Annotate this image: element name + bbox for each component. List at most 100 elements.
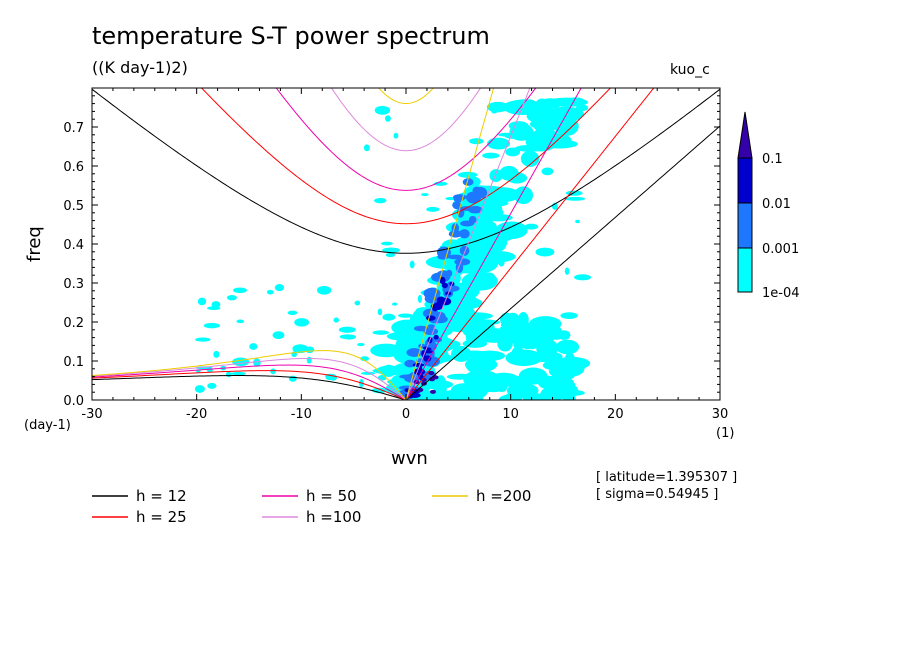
contour-blob — [505, 328, 529, 341]
contour-blob — [384, 115, 391, 122]
contour-blob — [505, 349, 543, 367]
colorbar-band — [737, 157, 753, 204]
contour-blob — [233, 287, 247, 294]
y-axis-unit: (day-1) — [24, 418, 71, 433]
contour-blob — [225, 371, 232, 378]
contour-blob — [426, 206, 440, 212]
contour-blob — [452, 201, 462, 210]
contour-blob — [460, 220, 475, 227]
contour-blob — [465, 356, 489, 374]
contour-blob — [409, 260, 415, 269]
contour-blob — [370, 343, 402, 358]
contour-blob — [423, 355, 432, 362]
y-tick-label: 0.3 — [63, 277, 84, 292]
contour-blob — [287, 310, 298, 315]
contour-blob — [502, 99, 544, 115]
x-tick-label: -10 — [291, 407, 312, 422]
contour-blob — [575, 219, 580, 224]
y-tick-label: 0.0 — [63, 394, 84, 409]
contour-blob — [549, 330, 564, 340]
contour-blob — [454, 258, 471, 266]
contour-blob — [385, 252, 396, 258]
x-axis-label: wvn — [391, 448, 428, 469]
kelvin-curve-4 — [405, 88, 495, 400]
contour-blob — [424, 293, 441, 304]
contour-blob — [439, 276, 446, 285]
contour-blob — [392, 302, 398, 306]
contour-blob — [535, 247, 555, 257]
contour-blob — [211, 301, 221, 308]
y-tick-label: 0.2 — [63, 316, 84, 331]
contour-blob — [207, 306, 221, 311]
dispersion-curves — [92, 88, 720, 400]
contour-blob — [452, 194, 467, 201]
contour-blob — [253, 358, 261, 367]
contour-blob — [564, 267, 570, 275]
contour-blob — [292, 344, 308, 354]
contour-blob — [421, 193, 429, 197]
colorbar: 1e-04 0.001 0.01 0.1 — [737, 111, 800, 301]
x-axis-unit: (1) — [716, 426, 735, 441]
contour-blob — [398, 313, 413, 318]
x-tick-label: 0 — [402, 407, 410, 422]
rossby-curve-4 — [92, 350, 407, 400]
contour-blob — [477, 321, 495, 335]
contour-blob — [436, 246, 451, 259]
y-tick-label: 0.6 — [63, 160, 84, 175]
contour-blob — [533, 116, 557, 134]
x-tick-label: -20 — [186, 407, 207, 422]
contour-blob — [472, 186, 481, 195]
y-tick-label: 0.5 — [63, 199, 84, 214]
rossby-curve-3 — [92, 357, 407, 400]
contour-blob — [574, 274, 592, 281]
x-tick-label: 20 — [607, 407, 624, 422]
contour-blob — [546, 133, 572, 147]
contour-blob — [445, 196, 456, 201]
contour-blob — [459, 245, 470, 256]
contour-blob — [213, 350, 220, 358]
contour-blob — [416, 319, 428, 325]
contour-blob — [226, 295, 237, 301]
x-tick-label: -30 — [81, 407, 102, 422]
contour-blob — [316, 285, 332, 295]
contour-blob — [306, 356, 312, 364]
contour-blob — [506, 383, 539, 399]
contour-blob — [203, 322, 221, 329]
contour-blob — [382, 313, 396, 321]
legend-label: h =100 — [306, 508, 361, 526]
contour-blob — [266, 289, 274, 295]
latitude-info: [ latitude=1.395307 ] — [596, 470, 738, 485]
contour-blob — [354, 300, 361, 306]
contour-blob — [419, 379, 454, 390]
gravity-curve-3 — [330, 88, 482, 152]
contour-blob — [435, 304, 440, 310]
contour-blob — [487, 137, 511, 150]
gravity-curve-1 — [200, 88, 612, 225]
colorbar-band — [737, 247, 753, 293]
x-tick-label: 30 — [712, 407, 729, 422]
colorbar-label: 1e-04 — [762, 286, 800, 301]
colorbar-label: 0.1 — [762, 152, 783, 167]
colorbar-label: 0.001 — [762, 242, 799, 257]
contour-blob — [458, 171, 478, 178]
kelvin-curve-2 — [405, 88, 582, 400]
contour-blob — [417, 333, 428, 338]
x-tick-label: 10 — [502, 407, 519, 422]
contour-blob — [381, 364, 396, 377]
contour-blob — [230, 371, 246, 376]
contour-blob — [425, 315, 436, 321]
contour-blob — [379, 347, 386, 357]
contour-blob — [459, 229, 470, 239]
contour-blob — [427, 324, 436, 329]
contour-blob — [380, 241, 393, 246]
colorbar-band — [737, 202, 753, 249]
contour-blob — [274, 284, 285, 292]
gravity-curve-0 — [92, 88, 720, 254]
contour-blob — [544, 384, 558, 394]
contour-blob — [195, 337, 211, 342]
contour-blob — [475, 275, 482, 282]
model-label: kuo_c — [670, 62, 710, 78]
contour-blob — [374, 105, 391, 115]
contour-blob — [422, 350, 434, 354]
contour-blob — [418, 371, 424, 381]
